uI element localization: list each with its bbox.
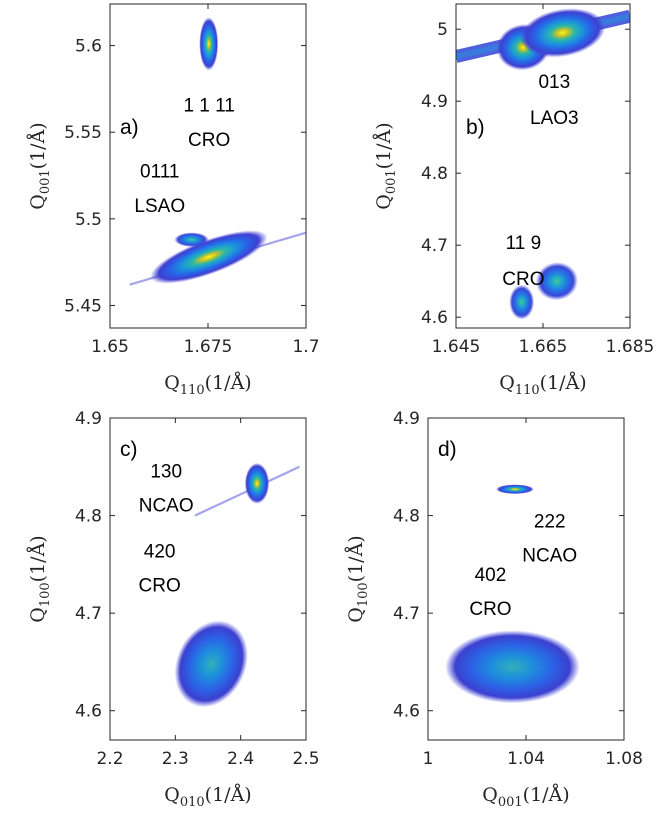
peak-annotation: 0111	[140, 161, 179, 182]
peak-annotation: 420	[144, 542, 176, 563]
plot-area	[428, 418, 624, 740]
peak-annotation: NCAO	[139, 496, 194, 517]
y-tick-label: 4.7	[75, 604, 102, 624]
panel-b: 1.645 1.665 1.685 4.6 4.7 4.8 4.9 5 Q110(1/Å) Q00…	[373, 3, 655, 398]
peak-annotation: CRO	[469, 599, 511, 620]
x-tick-label: 2.5	[292, 749, 319, 769]
x-axis-label: Q110(1/Å)	[164, 372, 251, 398]
diffraction-peak	[535, 262, 578, 301]
y-tick-label: 4.6	[393, 702, 420, 722]
panel-letter: c)	[120, 438, 138, 461]
y-axis-label: Q001(1/Å)	[27, 122, 53, 209]
panel-c: 2.2 2.3 2.4 2.5 4.6 4.7 4.8 4.9 Q010(1/Å) Q100(1/…	[27, 409, 320, 810]
x-tick-label: 1.675	[184, 337, 233, 357]
y-tick-label: 4.6	[421, 308, 448, 328]
peak-annotation: 130	[150, 462, 182, 483]
x-axis-label: Q010(1/Å)	[164, 784, 251, 810]
panel-letter: d)	[438, 438, 457, 461]
x-tick-label: 1.7	[292, 337, 319, 357]
y-tick-label: 4.8	[421, 164, 448, 184]
peak-annotation: LAO3	[530, 108, 579, 129]
x-axis-label: Q001(1/Å)	[482, 784, 569, 810]
x-tick-label: 1.08	[605, 749, 643, 769]
diffraction-peak	[445, 630, 580, 704]
y-axis-label: Q100(1/Å)	[345, 535, 371, 622]
plot-area	[110, 418, 306, 740]
y-tick-label: 4.7	[393, 604, 420, 624]
y-tick-label: 4.9	[75, 409, 102, 429]
y-tick-label: 5	[437, 20, 448, 40]
diffraction-peak	[199, 17, 219, 71]
x-axis-label: Q110(1/Å)	[499, 372, 586, 398]
diffraction-peak	[174, 620, 248, 708]
y-tick-label: 4.9	[393, 409, 420, 429]
y-tick-label: 4.6	[75, 702, 102, 722]
panel-a: 1.65 1.675 1.7 5.45 5.5 5.55 5.6 Q110(1/Å) Q001(…	[27, 3, 320, 398]
y-axis-label: Q001(1/Å)	[373, 122, 399, 209]
diffraction-peak	[509, 284, 535, 320]
x-tick-label: 1.65	[91, 337, 129, 357]
panel-letter: a)	[120, 116, 139, 139]
peak-annotation: 402	[475, 565, 507, 586]
peak-annotation: 222	[534, 511, 566, 532]
x-tick-label: 2.4	[227, 749, 254, 769]
peak-annotation: CRO	[188, 130, 230, 151]
peak-annotation: CRO	[502, 269, 544, 290]
peak-annotation: NCAO	[522, 545, 577, 566]
panel-letter: b)	[466, 116, 485, 139]
y-tick-label: 4.8	[75, 507, 102, 527]
x-tick-label: 2.3	[162, 749, 189, 769]
y-tick-label: 4.8	[393, 507, 420, 527]
x-tick-label: 1.04	[507, 749, 545, 769]
y-tick-label: 5.6	[75, 37, 102, 57]
y-tick-label: 4.9	[421, 92, 448, 112]
y-tick-label: 5.45	[64, 296, 102, 316]
peak-annotation: LSAO	[134, 196, 185, 217]
y-axis-label: Q100(1/Å)	[27, 535, 53, 622]
diffraction-peak	[244, 462, 270, 504]
plot-area	[456, 4, 630, 328]
axes-frame	[109, 417, 307, 741]
y-tick-label: 4.7	[421, 236, 448, 256]
x-tick-label: 1	[423, 749, 434, 769]
x-tick-label: 2.2	[96, 749, 123, 769]
diffraction-peak	[519, 8, 606, 58]
y-tick-label: 5.5	[75, 210, 102, 230]
peak-annotation: CRO	[139, 576, 181, 597]
y-tick-label: 5.55	[64, 123, 102, 143]
peak-annotation: 1 1 11	[183, 95, 234, 116]
peak-annotation: 11 9	[506, 233, 542, 254]
plot-area	[110, 4, 306, 328]
x-tick-label: 1.665	[519, 337, 568, 357]
diffraction-peak	[174, 232, 209, 247]
diffraction-peak	[150, 230, 268, 284]
x-tick-label: 1.685	[606, 337, 655, 357]
panel-d: 1 1.04 1.08 4.6 4.7 4.8 4.9 Q001(1/Å) Q100(1/Å) d…	[345, 409, 643, 810]
peak-annotation: 013	[538, 72, 570, 93]
diffraction-peak	[496, 484, 534, 494]
x-tick-label: 1.645	[432, 337, 481, 357]
